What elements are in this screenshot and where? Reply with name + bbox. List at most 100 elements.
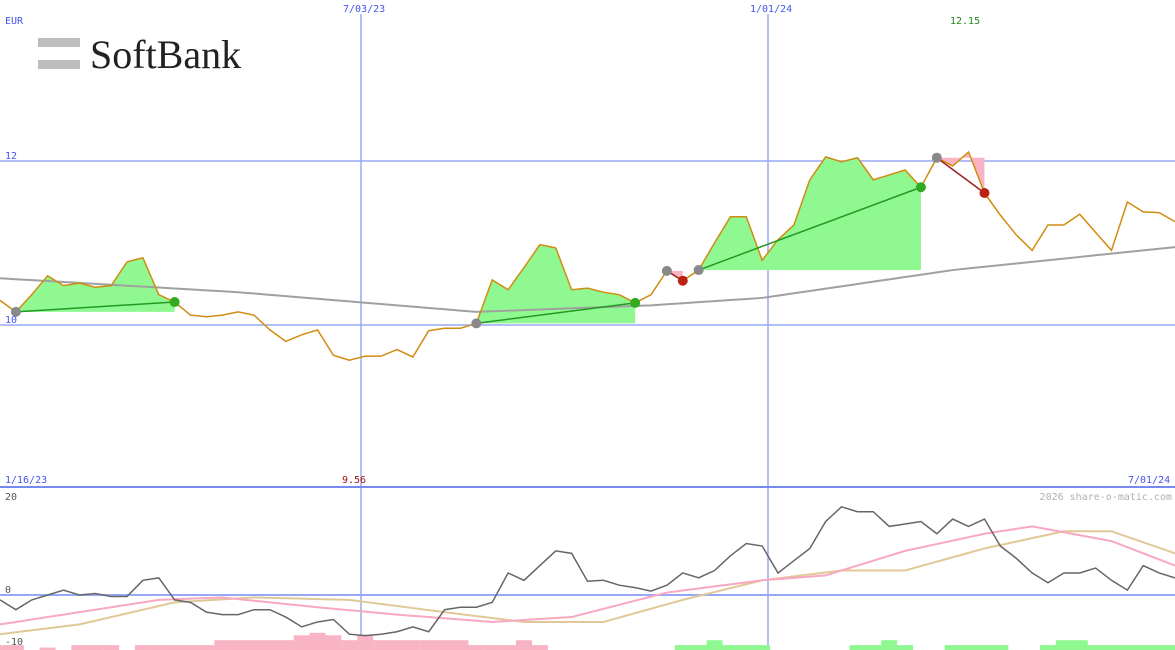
price-line — [0, 150, 1175, 362]
currency-label: EUR — [5, 16, 24, 27]
histogram-bar — [976, 645, 993, 650]
trade-fills — [15, 151, 985, 324]
histogram-bar — [1119, 645, 1136, 650]
trade-entry-point — [471, 318, 482, 329]
histogram-bar — [706, 640, 723, 650]
histogram-bar — [103, 645, 120, 650]
histogram-bar — [166, 645, 183, 650]
y-tick-label: -10 — [5, 637, 23, 648]
histogram-bar — [357, 635, 374, 650]
histogram-bar — [1167, 645, 1175, 650]
histogram-bar — [484, 645, 501, 650]
histogram-bar — [1071, 640, 1088, 650]
watermark: 2026 share-o-matic.com — [1040, 492, 1172, 503]
histogram-bar — [1039, 645, 1056, 650]
labels: EUR 7/03/23 1/01/24 12.15 12 10 1/16/23 … — [5, 4, 1172, 648]
softbank-logo: SoftBank — [38, 32, 241, 77]
histogram-bar — [39, 647, 56, 650]
histogram-bar — [515, 640, 532, 650]
x-tick-label: 7/03/23 — [343, 4, 385, 15]
trade-line — [476, 302, 636, 325]
histogram-bar — [452, 640, 469, 650]
trade-entry-point — [10, 306, 21, 317]
histogram-bar — [420, 640, 437, 650]
trade-exit-point — [915, 182, 926, 193]
y-tick-label: 10 — [5, 315, 17, 326]
trade-markers — [10, 152, 990, 329]
moving-average-line — [0, 246, 1175, 313]
histogram-bar — [309, 632, 326, 650]
trade-line — [936, 157, 985, 194]
histogram-bar — [944, 645, 961, 650]
x-tick-label: 1/16/23 — [5, 475, 47, 486]
trade-exit-point — [169, 297, 180, 308]
histogram-bar — [277, 640, 294, 650]
histogram-bar — [150, 645, 167, 650]
trade-fill — [476, 244, 636, 324]
histogram-bar — [214, 640, 231, 650]
trade-exit-point — [677, 275, 688, 286]
histogram-bar — [1087, 645, 1104, 650]
trade-line — [15, 301, 175, 313]
histogram-bar — [134, 645, 151, 650]
histogram-bar — [198, 645, 215, 650]
y-tick-label: 12 — [5, 151, 17, 162]
x-tick-label: 1/01/24 — [750, 4, 792, 15]
trade-entry-point — [931, 152, 942, 163]
trade-entry-point — [693, 265, 704, 276]
histogram-bar — [992, 645, 1009, 650]
histogram-bar — [1055, 640, 1072, 650]
histogram-bar — [325, 635, 342, 650]
histogram-bar — [738, 645, 755, 650]
histogram-bar — [754, 645, 771, 650]
trade-exit-point — [979, 187, 990, 198]
histogram-bar — [468, 645, 485, 650]
histogram-bar — [881, 640, 898, 650]
grid — [0, 14, 1175, 650]
high-label: 12.15 — [950, 16, 980, 27]
oscillator-line — [0, 505, 1175, 637]
trade-fill — [698, 156, 921, 271]
histogram-bar — [1103, 645, 1120, 650]
histogram-bar — [674, 645, 691, 650]
histogram-bar — [1135, 645, 1152, 650]
histogram-bar — [960, 645, 977, 650]
histogram-bar — [849, 645, 866, 650]
histogram-bar — [404, 640, 421, 650]
logo-bar — [38, 38, 80, 47]
trade-exit-point — [630, 297, 641, 308]
histogram-bar — [87, 645, 104, 650]
histogram-bar — [7, 645, 24, 650]
signal-fast-line — [0, 525, 1175, 626]
histogram-bar — [388, 640, 405, 650]
histogram-bar — [500, 645, 517, 650]
x-tick-label: 7/01/24 — [1128, 475, 1170, 486]
histogram-bar — [865, 645, 882, 650]
histogram-bar — [722, 645, 739, 650]
histogram-bar — [261, 640, 278, 650]
low-label: 9.56 — [342, 475, 366, 486]
logo-bar — [38, 60, 80, 69]
histogram-bar — [690, 645, 707, 650]
indicator-panel — [0, 505, 1175, 650]
histogram-bar — [1151, 645, 1168, 650]
histogram-bar — [897, 645, 914, 650]
histogram-bar — [0, 645, 8, 650]
y-tick-label: 20 — [5, 492, 17, 503]
logo-text: SoftBank — [90, 32, 241, 77]
histogram-bar — [182, 645, 199, 650]
histogram-bar — [71, 645, 88, 650]
histogram-bar — [293, 635, 310, 650]
trade-fill — [15, 257, 175, 312]
histogram-bar — [373, 640, 390, 650]
histogram-bar — [230, 640, 247, 650]
histogram-bar — [436, 640, 453, 650]
histogram-bar — [246, 640, 263, 650]
y-tick-label: 0 — [5, 585, 11, 596]
signal-slow-line — [0, 530, 1175, 636]
series-lines — [0, 150, 1175, 362]
trade-entry-point — [661, 265, 672, 276]
trade-line — [698, 186, 922, 271]
histogram-bar — [341, 640, 358, 650]
